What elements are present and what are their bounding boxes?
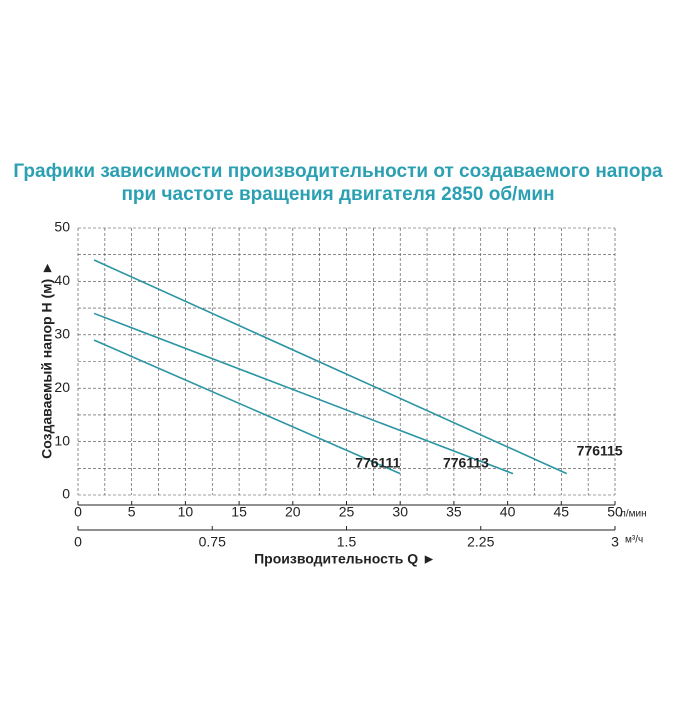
chart-title: при частоте вращения двигателя 2850 об/м… xyxy=(121,184,554,205)
x-unit: л/мин xyxy=(620,509,647,520)
x2-tick-label: 0 xyxy=(74,534,82,550)
series-line xyxy=(93,259,567,475)
y-tick-label: 30 xyxy=(54,326,70,342)
x-axis-label: Производительность Q ► xyxy=(254,551,436,567)
x2-tick-label: 3 xyxy=(611,534,619,550)
x2-tick-label: 1.5 xyxy=(337,534,357,550)
series-label: 776115 xyxy=(577,442,623,458)
x-tick-label: 35 xyxy=(446,504,462,520)
x-tick-label: 0 xyxy=(74,504,82,520)
y-tick-label: 50 xyxy=(54,219,70,235)
series-line xyxy=(93,339,401,475)
x-tick-label: 45 xyxy=(554,504,570,520)
x-tick-label: 5 xyxy=(128,504,136,520)
x-tick-label: 15 xyxy=(231,504,247,520)
x2-tick-label: 2.25 xyxy=(467,534,494,550)
x-tick-label: 50 xyxy=(607,504,623,520)
x-tick-label: 30 xyxy=(392,504,408,520)
x-tick-label: 10 xyxy=(178,504,194,520)
chart-title: Графики зависимости производительности о… xyxy=(13,161,663,182)
y-tick-label: 40 xyxy=(54,272,70,288)
series-line xyxy=(93,312,514,475)
y-axis-label: Создаваемый напор H (м) ► xyxy=(39,261,55,459)
y-tick-label: 10 xyxy=(54,432,70,448)
x-tick-label: 25 xyxy=(339,504,355,520)
series-label: 776113 xyxy=(443,454,489,470)
x-tick-label: 40 xyxy=(500,504,516,520)
x-tick-label: 20 xyxy=(285,504,301,520)
y-tick-label: 20 xyxy=(54,379,70,395)
series-label: 776111 xyxy=(355,454,400,470)
x2-unit: м³/ч xyxy=(625,535,643,546)
x2-tick-label: 0.75 xyxy=(199,534,226,550)
y-tick-label: 0 xyxy=(62,486,70,502)
